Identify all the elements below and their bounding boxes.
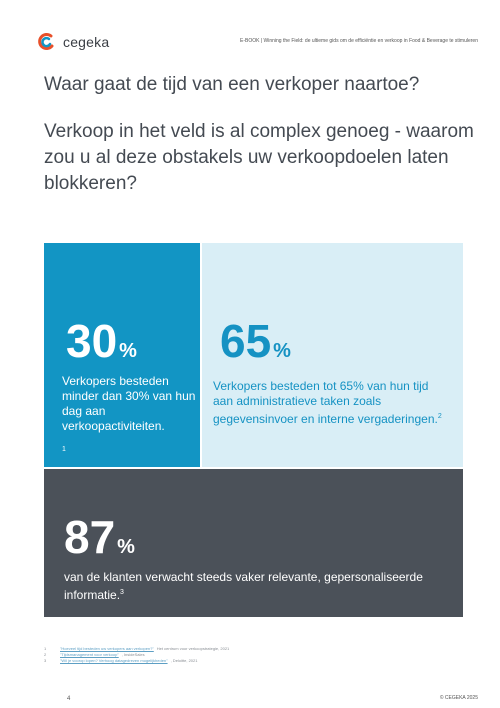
stat-value: 65%	[220, 315, 291, 367]
stat-footnote-ref: 1	[62, 446, 66, 453]
page-heading: Waar gaat de tijd van een verkoper naart…	[44, 74, 420, 95]
page-number: 4	[67, 696, 71, 702]
stat-panel-87: 87% van de klanten verwacht steeds vaker…	[44, 469, 463, 617]
footnote-link[interactable]: "Tijdsmanagement voor verkoop"	[60, 652, 119, 657]
page-subheading: Verkoop in het veld is al complex genoeg…	[44, 121, 474, 194]
stat-description: Verkopers besteden tot 65% van hun tijd …	[213, 379, 442, 426]
stat-description: Verkopers besteden minder dan 30% van hu…	[62, 374, 196, 433]
cegeka-logo-mark-icon	[36, 31, 58, 53]
copyright: © CEGEKA 2025	[439, 695, 478, 701]
stat-description: van de klanten verwacht steeds vaker rel…	[64, 570, 423, 602]
footnote-item: 3 "Wil je voorop lopen? Verhoog datagedr…	[44, 658, 198, 663]
footnote-link[interactable]: "Hoeveel tijd besteden uw verkopers aan …	[60, 646, 154, 651]
footnotes: 1 "Hoeveel tijd besteden uw verkopers aa…	[44, 646, 229, 664]
footnote-link[interactable]: "Wil je voorop lopen? Verhoog datagedrev…	[60, 658, 168, 663]
logo-text: cegeka	[63, 34, 110, 50]
stat-value: 30%	[66, 315, 137, 367]
stat-value: 87%	[64, 511, 135, 563]
footnote-item: 1 "Hoeveel tijd besteden uw verkopers aa…	[44, 646, 230, 651]
header-title: E-BOOK | Winning the Field: de ultieme g…	[240, 38, 478, 44]
stat-panel-65: 65% Verkopers besteden tot 65% van hun t…	[202, 243, 463, 467]
stat-footnote-ref: 2	[437, 413, 442, 420]
footnote-item: 2 "Tijdsmanagement voor verkoop" , Insid…	[44, 652, 145, 657]
cegeka-logo: cegeka	[36, 31, 109, 53]
stat-footnote-ref: 3	[120, 589, 124, 596]
stat-panel-30: 30% Verkopers besteden minder dan 30% va…	[44, 243, 200, 467]
